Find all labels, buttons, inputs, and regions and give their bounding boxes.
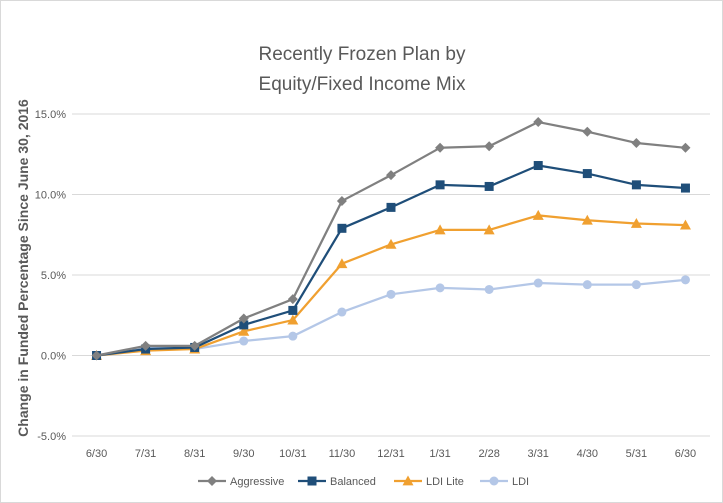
x-tick-label: 9/30: [233, 448, 254, 460]
x-tick-label: 10/31: [279, 448, 307, 460]
data-point: [631, 180, 641, 190]
y-axis-ticks: -5.0% 0.0% 5.0% 10.0% 15.0%: [35, 109, 66, 443]
data-point: [337, 223, 347, 233]
data-point: [189, 340, 200, 351]
chart-title-line-1: Recently Frozen Plan by: [259, 44, 466, 65]
chart-title: Recently Frozen Plan by Equity/Fixed Inc…: [259, 44, 466, 95]
data-point: [484, 141, 495, 152]
legend: Aggressive Balanced LDI Lite LDI: [198, 475, 529, 488]
data-point: [287, 314, 299, 325]
x-tick-label: 8/31: [184, 448, 205, 460]
data-point: [385, 238, 397, 249]
x-tick-label: 11/30: [329, 448, 356, 460]
x-tick-label: 2/28: [478, 448, 499, 460]
legend-item: LDI: [480, 476, 529, 488]
data-point: [434, 224, 446, 235]
gridlines: [72, 113, 710, 437]
legend-item: Aggressive: [198, 476, 284, 488]
data-point: [680, 275, 690, 285]
legend-label: LDI Lite: [426, 476, 464, 488]
data-point: [386, 170, 396, 181]
data-point: [582, 126, 593, 137]
data-point: [386, 202, 396, 212]
x-tick-label: 6/30: [675, 448, 696, 460]
legend-marker: [489, 476, 499, 486]
data-point: [631, 280, 641, 290]
data-point: [386, 289, 396, 299]
data-point: [483, 224, 495, 235]
legend-marker: [307, 476, 317, 486]
legend-label: Balanced: [330, 476, 376, 488]
x-tick-label: 12/31: [377, 448, 405, 460]
legend-marker: [402, 475, 414, 486]
x-tick-label: 3/31: [528, 448, 549, 460]
legend-label: Aggressive: [230, 476, 284, 488]
data-point: [581, 214, 593, 225]
series-balanced: [92, 161, 690, 360]
data-point: [679, 219, 691, 230]
data-point: [238, 325, 250, 336]
series-aggressive: [91, 117, 691, 361]
data-point: [239, 336, 249, 346]
x-tick-label: 4/30: [577, 448, 598, 460]
legend-item: LDI Lite: [394, 475, 464, 488]
data-point: [336, 195, 347, 206]
data-point: [631, 137, 642, 148]
data-point: [287, 294, 298, 305]
data-point: [680, 183, 690, 193]
data-point: [140, 340, 151, 351]
series-group: [91, 117, 691, 361]
y-tick-label: 0.0%: [41, 351, 66, 363]
y-tick-label: 15.0%: [35, 109, 66, 121]
data-point: [435, 180, 445, 190]
data-point: [533, 278, 543, 288]
data-point: [582, 280, 592, 290]
data-point: [337, 307, 347, 317]
y-tick-label: 5.0%: [41, 270, 66, 282]
data-point: [533, 161, 543, 171]
data-point: [532, 209, 544, 220]
x-tick-label: 1/31: [429, 448, 450, 460]
x-tick-label: 7/31: [135, 448, 156, 460]
legend-item: Balanced: [298, 476, 376, 488]
data-point: [435, 283, 445, 293]
y-axis-label: Change in Funded Percentage Since June 3…: [15, 99, 31, 437]
data-point: [533, 117, 544, 128]
series-line: [96, 120, 686, 357]
data-point: [238, 313, 249, 324]
x-axis-ticks: 6/30 7/31 8/31 9/30 10/31 11/30 12/31 1/31 2/28 3…: [86, 448, 696, 460]
data-point: [336, 258, 348, 269]
data-point: [239, 320, 249, 330]
y-tick-label: -5.0%: [37, 431, 66, 443]
data-point: [582, 169, 592, 179]
data-point: [484, 284, 494, 294]
data-point: [91, 350, 102, 361]
x-tick-label: 5/31: [626, 448, 647, 460]
chart-title-line-2: Equity/Fixed Income Mix: [259, 74, 466, 95]
x-tick-label: 6/30: [86, 448, 107, 460]
y-tick-label: 10.0%: [35, 190, 66, 202]
data-point: [630, 217, 642, 228]
data-point: [288, 305, 298, 315]
data-point: [680, 142, 691, 153]
data-point: [484, 181, 494, 191]
legend-marker: [207, 476, 217, 486]
legend-label: LDI: [512, 476, 529, 488]
data-point: [435, 142, 446, 153]
data-point: [288, 331, 298, 341]
